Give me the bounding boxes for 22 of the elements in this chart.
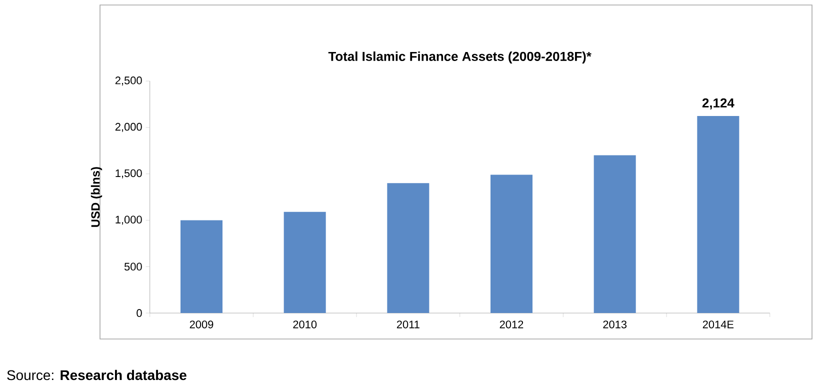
y-tick-label: 1,500 xyxy=(116,169,142,178)
y-tick-label: 2,000 xyxy=(115,122,142,132)
bar xyxy=(387,183,430,314)
y-tick-label: 0 xyxy=(136,309,142,317)
bar xyxy=(180,220,223,314)
y-tick-label: 1,000 xyxy=(116,216,142,225)
chart-title: Total Islamic Finance Assets (2009-2018F)* xyxy=(328,51,592,64)
bar xyxy=(490,174,533,314)
bar xyxy=(594,155,636,314)
x-tick-label: 2009 xyxy=(190,320,214,328)
bar xyxy=(284,212,326,314)
x-tick-label: 2013 xyxy=(603,320,627,328)
x-tick-label: 2010 xyxy=(293,320,317,328)
y-tick-label: 500 xyxy=(124,262,142,271)
y-axis-title: USD (blns) xyxy=(90,167,102,227)
bar xyxy=(697,116,740,314)
x-tick-label: 2012 xyxy=(500,320,524,328)
y-tick-label: 2,500 xyxy=(115,76,142,86)
x-tick-label: 2011 xyxy=(396,320,420,328)
x-tick-label: 2014E xyxy=(702,320,734,328)
data-label: 2,124 xyxy=(702,98,734,110)
source-note: Source: Research database xyxy=(7,370,186,380)
